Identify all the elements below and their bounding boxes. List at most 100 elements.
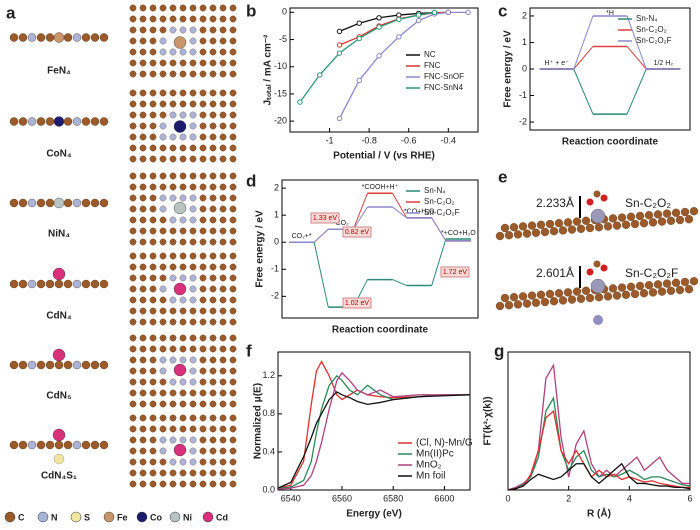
c-atom bbox=[593, 190, 601, 198]
atom bbox=[129, 436, 137, 444]
atom bbox=[621, 220, 631, 229]
atom bbox=[149, 263, 157, 271]
atom bbox=[129, 307, 137, 315]
series-line bbox=[339, 11, 449, 46]
atom bbox=[159, 307, 167, 315]
atom bbox=[169, 59, 177, 67]
atom bbox=[129, 194, 137, 202]
atom bbox=[63, 33, 73, 42]
atom bbox=[522, 229, 532, 238]
atom bbox=[169, 436, 177, 444]
atom bbox=[603, 292, 613, 301]
atom bbox=[149, 70, 157, 78]
atom bbox=[209, 59, 217, 67]
atom bbox=[585, 223, 595, 233]
step-label: *H bbox=[606, 10, 614, 17]
atom bbox=[653, 210, 663, 219]
atom bbox=[219, 285, 227, 293]
atom bbox=[229, 400, 237, 408]
atom bbox=[675, 215, 685, 225]
atom bbox=[139, 183, 147, 191]
atom bbox=[159, 378, 167, 386]
annotation-box bbox=[310, 212, 340, 224]
legend-label: MnO₂ bbox=[416, 460, 442, 471]
atom bbox=[229, 37, 237, 45]
atom bbox=[139, 345, 147, 353]
atom bbox=[209, 252, 217, 260]
atom bbox=[169, 15, 177, 23]
atom bbox=[666, 286, 676, 295]
atom bbox=[169, 70, 177, 78]
atom bbox=[229, 216, 237, 224]
atom bbox=[169, 26, 177, 34]
atom bbox=[159, 447, 167, 455]
metal-atom bbox=[173, 201, 187, 215]
atom bbox=[219, 183, 227, 191]
atom bbox=[139, 400, 147, 408]
panel-letter: c bbox=[498, 1, 507, 20]
atom bbox=[229, 4, 237, 12]
atom bbox=[18, 279, 28, 289]
atom bbox=[129, 469, 137, 477]
atom bbox=[219, 205, 227, 213]
atom-legend-label: Ni bbox=[183, 512, 192, 522]
atom bbox=[90, 117, 100, 126]
connector bbox=[392, 206, 407, 219]
atom bbox=[229, 334, 237, 342]
atom bbox=[81, 440, 91, 450]
atom bbox=[149, 238, 157, 246]
atom bbox=[129, 263, 137, 271]
atom bbox=[159, 274, 167, 282]
atom bbox=[189, 238, 197, 246]
atom bbox=[229, 100, 237, 108]
atom bbox=[189, 469, 197, 477]
atom bbox=[81, 279, 91, 289]
atom bbox=[219, 425, 227, 433]
atom bbox=[572, 217, 582, 226]
atom bbox=[129, 252, 137, 260]
atom bbox=[229, 194, 237, 202]
atom bbox=[209, 227, 217, 235]
atom bbox=[129, 183, 137, 191]
atom bbox=[189, 367, 197, 375]
atom bbox=[129, 89, 137, 97]
atom bbox=[159, 238, 167, 246]
atom bbox=[189, 480, 197, 488]
atom bbox=[27, 117, 37, 126]
atom bbox=[657, 287, 667, 296]
step-label: CO₂+* bbox=[292, 233, 312, 240]
atom bbox=[159, 4, 167, 12]
point bbox=[415, 12, 422, 18]
atom bbox=[229, 26, 237, 34]
atom bbox=[149, 367, 157, 375]
atom bbox=[129, 133, 137, 141]
atom bbox=[189, 425, 197, 433]
structure-label: NiN₄ bbox=[48, 229, 70, 240]
atom bbox=[229, 155, 237, 163]
atom bbox=[209, 334, 217, 342]
atom bbox=[229, 252, 237, 260]
atom bbox=[229, 436, 237, 444]
atom bbox=[229, 307, 237, 315]
atom bbox=[149, 155, 157, 163]
atom bbox=[159, 48, 167, 56]
atom bbox=[169, 480, 177, 488]
atom bbox=[169, 345, 177, 353]
legend-label: FNC-SnN4 bbox=[424, 83, 464, 92]
atom bbox=[179, 414, 187, 422]
atom bbox=[169, 111, 177, 119]
atom bbox=[54, 440, 64, 450]
atom bbox=[219, 414, 227, 422]
atom bbox=[90, 198, 100, 208]
atom bbox=[581, 286, 591, 295]
atom bbox=[581, 216, 591, 225]
atom bbox=[169, 155, 177, 163]
atom bbox=[45, 360, 55, 370]
atom bbox=[199, 70, 207, 78]
atom bbox=[209, 155, 217, 163]
annotation: 0.82 eV bbox=[345, 229, 369, 236]
atom bbox=[149, 252, 157, 260]
atom bbox=[635, 211, 645, 221]
atom bbox=[199, 318, 207, 326]
legend-label: FNC-SnOF bbox=[424, 72, 464, 81]
